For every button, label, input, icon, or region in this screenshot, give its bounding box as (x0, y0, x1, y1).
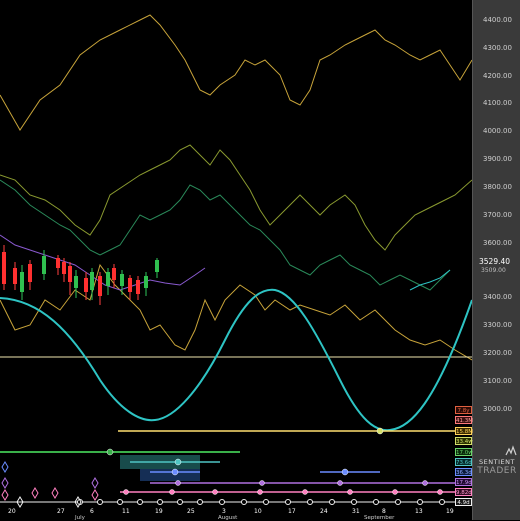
y-tick: 3400.00 (483, 293, 512, 301)
lower-envelope-line (0, 263, 472, 361)
x-tick: 25 (187, 508, 195, 515)
x-tick: 11 (122, 508, 130, 515)
period-tag-7.8y[interactable]: 7.8y (455, 406, 472, 414)
x-tick: 6 (90, 508, 94, 515)
pink-period-dots (123, 489, 443, 495)
y-tick: 4300.00 (483, 44, 512, 52)
teal-segment-line (409, 269, 451, 291)
olive-line (0, 144, 472, 251)
purple-line (0, 234, 206, 291)
brand-line-2: TRADER (477, 466, 517, 476)
x-tick: 31 (352, 508, 360, 515)
previous-price-label: 3509.00 (481, 267, 506, 274)
y-tick: 3200.00 (483, 349, 512, 357)
period-tag-4.9d[interactable]: 4.9d (455, 498, 472, 506)
y-tick: 3800.00 (483, 183, 512, 191)
purple-period-dot-1[interactable] (175, 480, 181, 486)
price-axis: 4400.00 4300.00 4200.00 4100.00 4000.00 … (472, 0, 520, 520)
cycle-wave-line (0, 288, 472, 432)
y-tick: 3300.00 (483, 321, 512, 329)
green-line (0, 179, 451, 291)
x-tick: 27 (57, 508, 65, 515)
x-tick: 17 (288, 508, 296, 515)
teal-period-dot[interactable] (174, 458, 182, 466)
x-tick: 19 (446, 508, 454, 515)
purple-period-dot-2[interactable] (259, 480, 265, 486)
y-tick: 4100.00 (483, 99, 512, 107)
x-tick: 8 (382, 508, 386, 515)
price-candles (2, 245, 159, 305)
green-period-dot[interactable] (106, 448, 114, 456)
period-tag-9.82d[interactable]: 9.82d (455, 488, 472, 496)
period-tag-41.3M[interactable]: 41.3M (455, 416, 473, 424)
period-tag-36.3d[interactable]: 36.3d (455, 468, 472, 476)
blue-period-box (140, 469, 200, 481)
x-tick: 3 (222, 508, 226, 515)
purple-period-dot-3[interactable] (337, 480, 343, 486)
y-tick: 4400.00 (483, 16, 512, 24)
purple-period-dot-4[interactable] (422, 480, 428, 486)
current-price-label: 3529.40 (479, 257, 511, 266)
y-tick: 3700.00 (483, 211, 512, 219)
y-tick: 4200.00 (483, 72, 512, 80)
period-tag-17.9d[interactable]: 17.9d (455, 478, 472, 486)
y-tick: 4000.00 (483, 127, 512, 135)
x-tick: 19 (155, 508, 163, 515)
brand-watermark: SENTIENT TRADER (474, 458, 520, 476)
month-label: September (364, 515, 395, 521)
upper-envelope-line (0, 14, 472, 131)
month-label: August (218, 515, 238, 521)
period-tag-33.4w[interactable]: 33.4w (455, 437, 473, 445)
x-tick: 10 (254, 508, 262, 515)
blue-period-dot-2[interactable] (341, 468, 349, 476)
y-tick: 3600.00 (483, 239, 512, 247)
diamond-markers (1, 461, 99, 508)
sentient-trader-logo-icon (505, 445, 517, 456)
period-tag-17.0w[interactable]: 17.0w (455, 448, 473, 456)
x-tick: 20 (8, 508, 16, 515)
period-tag-73.6d[interactable]: 73.6d (455, 458, 472, 466)
white-period-dots (77, 499, 445, 505)
month-label: July (75, 515, 85, 521)
x-tick: 13 (415, 508, 423, 515)
x-tick: 24 (320, 508, 328, 515)
blue-period-dot[interactable] (171, 468, 179, 476)
y-tick: 3000.00 (483, 405, 512, 413)
y-tick: 3100.00 (483, 377, 512, 385)
period-tag-15.8M[interactable]: 15.8M (455, 427, 473, 435)
y-tick: 3900.00 (483, 155, 512, 163)
brand-line-1: SENTIENT (479, 458, 515, 466)
projection-marker-dot[interactable] (376, 427, 384, 435)
price-chart[interactable] (0, 0, 472, 520)
